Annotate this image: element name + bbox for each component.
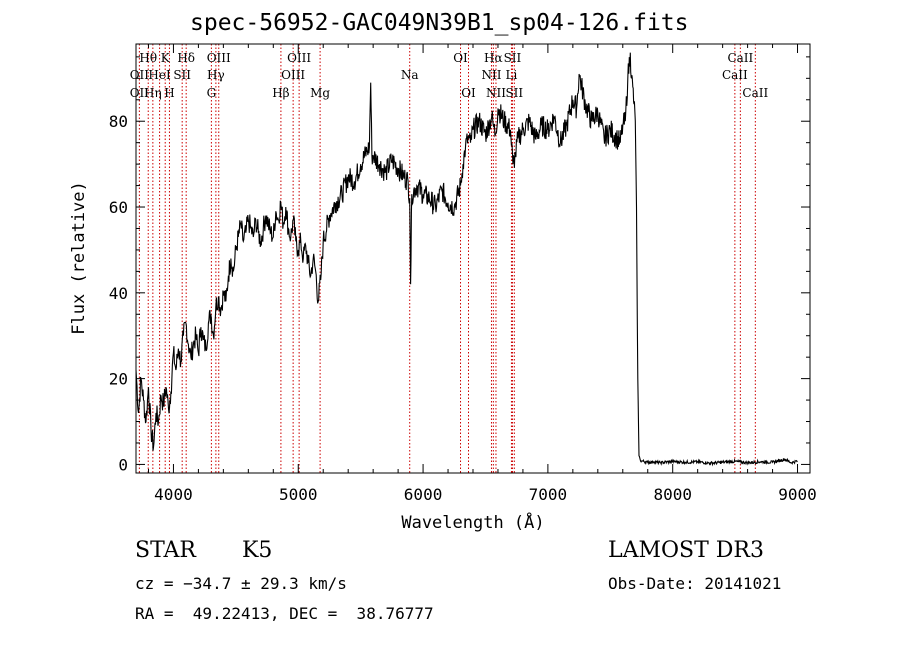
spectral-line-label: CaII <box>722 68 748 82</box>
line-marker-layer <box>138 44 756 473</box>
object-subclass: K5 <box>242 538 273 563</box>
x-tick-label: 6000 <box>404 485 443 504</box>
spectrum-line <box>135 52 798 467</box>
spectral-line-label: Na <box>401 68 419 82</box>
y-tick-label: 60 <box>109 198 128 217</box>
spectral-line-label: SII <box>173 68 191 82</box>
sky-coordinates: RA = 49.22413, DEC = 38.76777 <box>135 604 434 623</box>
survey-name: LAMOST DR3 <box>608 538 764 563</box>
observation-date: Obs-Date: 20141021 <box>608 574 782 593</box>
chart-title: spec-56952-GAC049N39B1_sp04-126.fits <box>190 10 689 36</box>
spectral-line-label: SII <box>504 51 522 65</box>
axes-frame <box>135 43 811 474</box>
spectral-line-label: Hθ <box>139 51 157 65</box>
spectral-line-label: K <box>161 51 171 65</box>
object-class: STAR <box>135 538 196 563</box>
spectral-line-label: CaII <box>742 86 768 100</box>
spectral-line-label: OIII <box>281 68 305 82</box>
axis-ticks: 4000 5000 6000 7000 8000 9000 0 20 40 60 80 <box>109 44 817 504</box>
spectral-line-label: OI <box>461 86 476 100</box>
x-tick-label: 9000 <box>778 485 817 504</box>
redshift-velocity: cz = −34.7 ± 29.3 km/s <box>135 574 347 593</box>
spectral-line-label: CaII <box>727 51 753 65</box>
spectral-line-label: NII <box>486 86 506 100</box>
spectral-line-label: Mg <box>310 86 330 100</box>
spectral-line-label: H <box>164 86 174 100</box>
x-tick-label: 7000 <box>529 485 568 504</box>
y-tick-label: 40 <box>109 284 128 303</box>
x-tick-label: 4000 <box>154 485 193 504</box>
y-axis-label: Flux (relative) <box>69 181 89 335</box>
y-tick-label: 80 <box>109 112 128 131</box>
spectral-line-label: OII <box>130 86 150 100</box>
x-axis-label: Wavelength (Å) <box>401 511 544 533</box>
spectral-line-label: OIII <box>287 51 311 65</box>
spectral-line-label: Li <box>506 68 518 82</box>
spectral-line-label: Hδ <box>177 51 195 65</box>
spectral-line-label: NII <box>481 68 501 82</box>
spectral-line-label: Hα <box>484 51 503 65</box>
spectral-line-label: HeI <box>148 68 171 82</box>
spectral-line-label: OI <box>453 51 468 65</box>
spectral-line-label: SII <box>505 86 523 100</box>
y-tick-label: 0 <box>118 455 128 474</box>
y-tick-label: 20 <box>109 370 128 389</box>
x-tick-label: 8000 <box>653 485 692 504</box>
spectral-line-label: OII <box>130 68 150 82</box>
spectral-line-label: OIII <box>207 51 231 65</box>
spectral-line-label: Hη <box>144 86 162 100</box>
line-labels: Hθ OII OII K HeI Hη H Hδ SII OIII Hγ G Hβ OIII OIII Mg N… <box>130 51 769 100</box>
spectral-line-label: G <box>207 86 217 100</box>
spectral-line-label: Hγ <box>207 68 225 82</box>
spectral-line-label: Hβ <box>272 86 289 100</box>
x-tick-label: 5000 <box>279 485 318 504</box>
